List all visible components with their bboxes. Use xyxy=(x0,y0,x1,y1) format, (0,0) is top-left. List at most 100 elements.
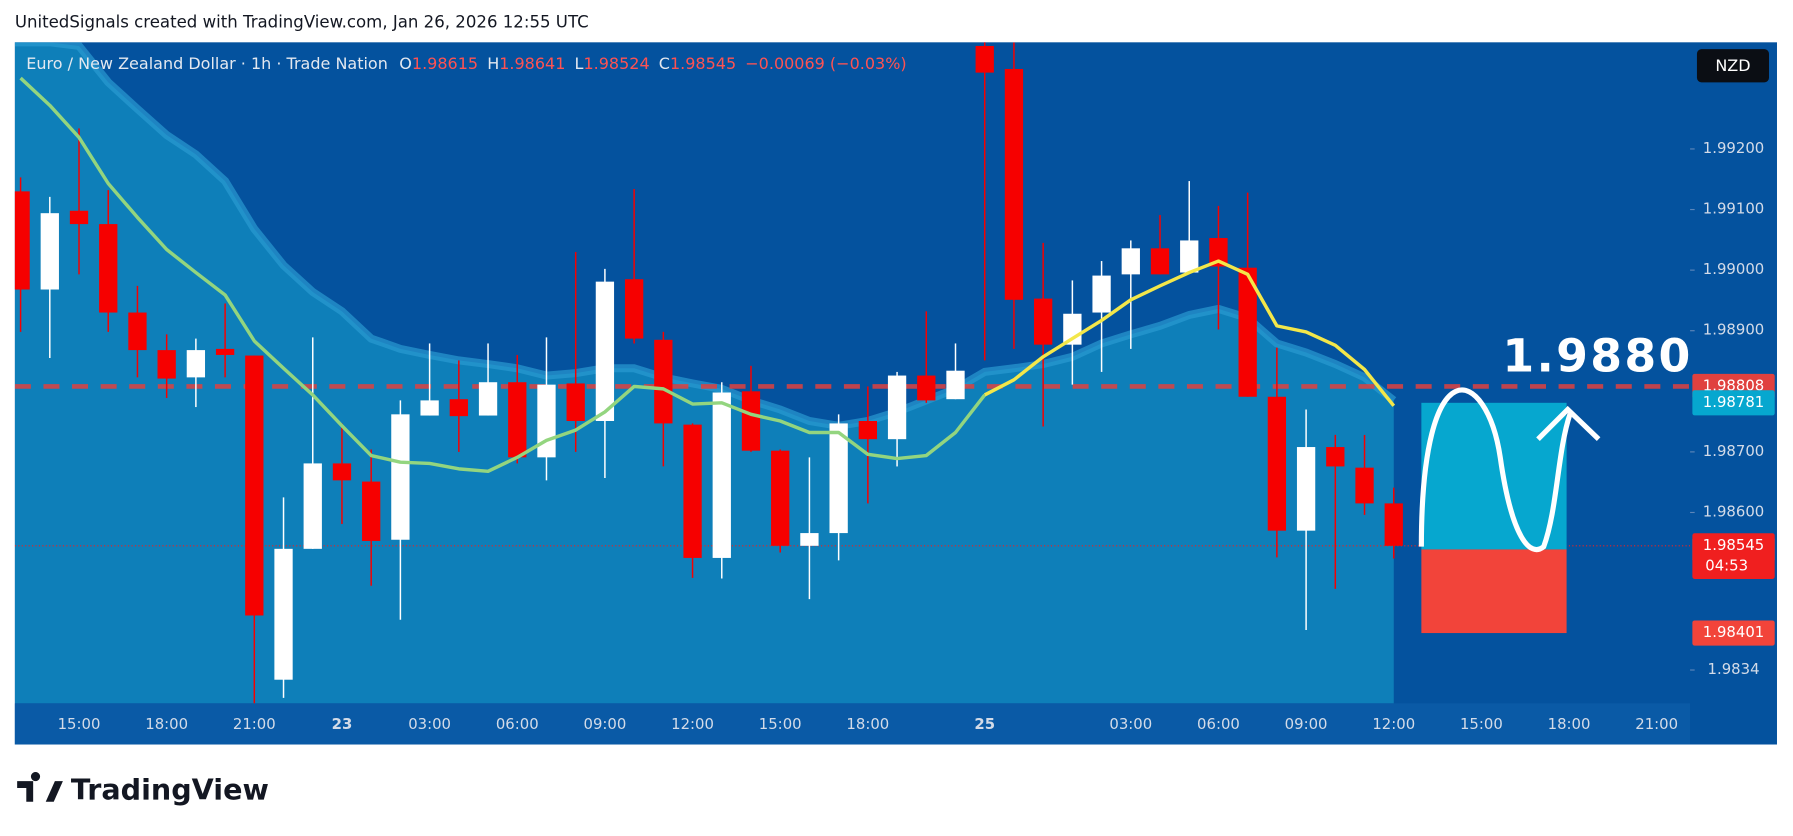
candle-body xyxy=(186,350,206,378)
candle-body xyxy=(917,375,936,401)
candle-body xyxy=(99,224,118,313)
candle-body xyxy=(1267,396,1287,531)
candle-body xyxy=(771,450,790,546)
ma-line xyxy=(983,259,1396,407)
candle-body xyxy=(215,348,235,355)
y-tick-label: 1.9834 xyxy=(1708,660,1760,678)
ohlc-value: 1.98524 xyxy=(583,54,649,73)
candle-body xyxy=(829,423,848,534)
currency-box xyxy=(1696,49,1769,83)
candle-body xyxy=(391,414,410,540)
ohlc-value: 1.98641 xyxy=(499,54,565,73)
candle-body xyxy=(712,392,731,558)
candle-body xyxy=(887,375,907,440)
y-tick-label: 1.98600 xyxy=(1703,502,1764,520)
ohlc-label: C xyxy=(659,54,670,73)
candle-body xyxy=(741,391,761,451)
candle-body xyxy=(654,339,673,424)
target-label: 1.98781 xyxy=(1703,393,1764,411)
candle-body xyxy=(683,424,702,558)
x-tick-label: 09:00 xyxy=(1285,715,1328,733)
candle-body xyxy=(800,533,819,546)
currency: NZD xyxy=(1715,56,1750,75)
x-tick-label: 18:00 xyxy=(145,715,188,733)
candle-body xyxy=(1034,298,1053,345)
candle-body xyxy=(274,548,293,680)
time-axis-bg xyxy=(14,703,1691,745)
top-text: UnitedSignals created with TradingView.c… xyxy=(15,12,589,31)
candle-body xyxy=(1180,240,1199,273)
candle-body xyxy=(69,210,89,225)
annotation: 1.9880 xyxy=(1502,330,1692,383)
ohlc-label: O xyxy=(399,54,412,73)
stop-zone xyxy=(1421,549,1567,634)
x-tick-label: 18:00 xyxy=(1548,715,1591,733)
candle-body xyxy=(946,370,965,400)
candle-body xyxy=(303,463,322,549)
stop-label-bg xyxy=(1692,620,1775,646)
y-tick-label: 1.99200 xyxy=(1703,139,1764,157)
projection-curve xyxy=(1418,387,1573,553)
projection-arrow xyxy=(1536,405,1601,442)
axes: 1.99200 1.99100 1.99000 1.98900 1.98700 1.986… xyxy=(58,139,1765,733)
candle-body xyxy=(537,384,556,458)
candle-body xyxy=(420,400,439,416)
candle-body xyxy=(157,350,176,379)
ohlc-value: 1.98545 xyxy=(670,54,736,73)
countdown: 04:53 xyxy=(1705,556,1748,574)
x-tick-label: 15:00 xyxy=(1460,715,1503,733)
logo-mark xyxy=(45,781,63,802)
x-tick-label: 23 xyxy=(332,715,353,733)
x-tick-label: 21:00 xyxy=(233,715,276,733)
y-tick-label: 1.99000 xyxy=(1703,260,1764,278)
x-tick-label: 25 xyxy=(974,715,995,733)
candle-body xyxy=(1121,248,1140,275)
candle-body xyxy=(1209,238,1228,267)
y-tick-label: 1.99100 xyxy=(1703,200,1764,218)
x-tick-label: 12:00 xyxy=(1372,715,1415,733)
target-label-bg xyxy=(1692,390,1775,416)
candle-body xyxy=(14,191,30,290)
candle-body xyxy=(128,312,147,351)
x-tick-label: 12:00 xyxy=(671,715,714,733)
candle-body xyxy=(1326,447,1345,467)
x-tick-label: 21:00 xyxy=(1635,715,1678,733)
change: −0.00069 (−0.03%) xyxy=(745,54,906,73)
candle-body xyxy=(478,382,498,416)
candle-body xyxy=(975,45,994,73)
level-label: 1.98808 xyxy=(1703,376,1764,394)
candle-body xyxy=(245,355,264,616)
last-price-label: 1.98545 xyxy=(1703,536,1764,554)
x-tick-label: 18:00 xyxy=(846,715,889,733)
candle-body xyxy=(595,281,615,421)
candle-body xyxy=(1238,267,1257,397)
candle-body xyxy=(1092,275,1111,313)
y-tick-label: 1.98900 xyxy=(1703,321,1764,339)
ohlc-label: L xyxy=(575,54,584,73)
x-tick-label: 03:00 xyxy=(408,715,451,733)
candle-body xyxy=(624,279,644,339)
x-tick-label: 06:00 xyxy=(496,715,539,733)
candle-body xyxy=(1296,447,1316,531)
ohlc-value: 1.98615 xyxy=(412,54,478,73)
candle-body xyxy=(508,382,527,458)
legend-header: Euro / New Zealand Dollar · 1h · Trade N… xyxy=(26,54,906,73)
x-tick-label: 03:00 xyxy=(1109,715,1152,733)
candle-body xyxy=(1150,248,1170,275)
tv-logo: TradingView xyxy=(17,771,269,806)
last-price-bg xyxy=(1692,533,1775,579)
band-area xyxy=(14,42,1394,704)
candle-body xyxy=(858,420,878,440)
candle-body xyxy=(1355,467,1374,504)
candle-body xyxy=(449,399,468,417)
candle-body xyxy=(362,481,381,541)
stop-label: 1.98401 xyxy=(1703,623,1764,641)
band-edge xyxy=(14,42,1397,430)
y-tick-label: 1.98700 xyxy=(1703,442,1764,460)
logo-text: TradingView xyxy=(71,772,269,806)
symbol: Euro / New Zealand Dollar · 1h · Trade N… xyxy=(26,54,388,73)
ma-line xyxy=(19,76,987,473)
candle-body xyxy=(1384,503,1403,546)
x-tick-label: 09:00 xyxy=(583,715,626,733)
